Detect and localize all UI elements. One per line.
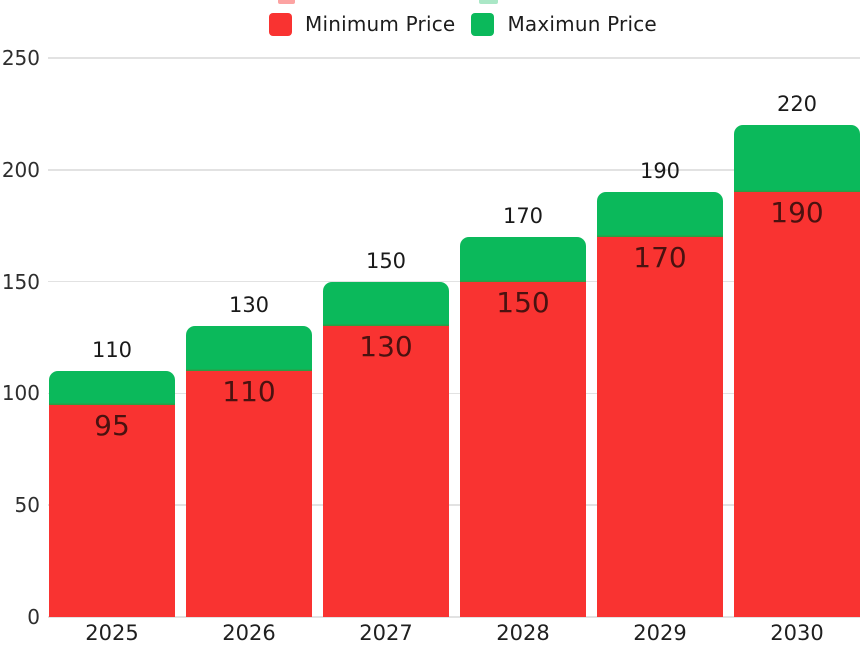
bar-min-label: 110	[222, 375, 276, 409]
bar-segment-max	[734, 125, 860, 193]
bar-segment-min	[597, 236, 723, 617]
bar-max-label: 220	[776, 92, 818, 117]
gridline	[48, 57, 860, 59]
bar-max-label: 150	[365, 248, 407, 273]
bar-segment-max	[323, 281, 449, 327]
legend-swatch-green	[471, 12, 495, 36]
bar-min-label: 95	[94, 408, 130, 442]
gridline	[48, 280, 860, 283]
bar-segment-max	[186, 326, 312, 372]
y-tick-label: 250	[1, 46, 40, 70]
x-tick-label: 2030	[770, 621, 824, 645]
legend-label-maximum-price: Maximun Price	[507, 12, 657, 36]
y-tick-label: 0	[27, 605, 40, 629]
bar-segment-min	[49, 404, 175, 617]
bar-segment-min	[323, 326, 449, 617]
legend-item-maximum-price: Maximun Price	[471, 12, 657, 36]
x-tick-label: 2026	[222, 621, 276, 645]
y-tick-label: 200	[1, 157, 40, 182]
bar-segment-max	[49, 371, 175, 405]
bar-segment-min	[734, 192, 860, 617]
bar-max-label: 130	[228, 293, 270, 318]
bar-segment-min	[186, 371, 312, 617]
bar-segment-max	[597, 192, 723, 237]
x-tick-label: 2028	[496, 621, 550, 645]
cropped-artifact-red	[278, 0, 295, 4]
chart-legend: Minimum Price Maximun Price	[269, 12, 657, 36]
x-tick-label: 2025	[85, 621, 139, 645]
bar-max-label: 190	[639, 159, 681, 184]
cropped-artifact-green	[479, 0, 498, 4]
x-tick-label: 2029	[633, 621, 687, 645]
bar-segment-min	[460, 281, 586, 617]
legend-swatch-red	[269, 12, 292, 36]
gridline	[48, 504, 860, 506]
bar-segment-max	[460, 236, 586, 282]
bar-min-label: 130	[359, 330, 413, 364]
bar-min-label: 170	[633, 240, 687, 274]
bar-max-label: 170	[502, 203, 544, 228]
y-tick-label: 50	[14, 493, 40, 518]
gridline	[48, 392, 860, 395]
bar-min-label: 150	[496, 285, 550, 319]
gridline	[48, 616, 860, 618]
legend-label-minimum-price: Minimum Price	[305, 12, 456, 36]
bar-min-label: 190	[770, 196, 824, 230]
y-tick-label: 150	[1, 269, 40, 294]
gridline	[48, 169, 860, 171]
x-tick-label: 2027	[359, 621, 413, 645]
y-tick-label: 100	[1, 381, 40, 406]
legend-item-minimum-price: Minimum Price	[269, 12, 455, 36]
bar-max-label: 110	[91, 338, 133, 363]
